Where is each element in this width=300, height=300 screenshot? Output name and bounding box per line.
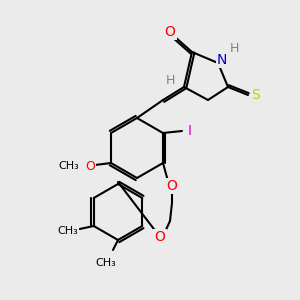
Text: S: S: [250, 88, 260, 102]
Text: CH₃: CH₃: [57, 226, 78, 236]
Text: H: H: [165, 74, 175, 88]
Text: H: H: [229, 43, 239, 56]
Text: CH₃: CH₃: [96, 258, 116, 268]
Text: N: N: [217, 53, 227, 67]
Text: O: O: [85, 160, 95, 172]
Text: CH₃: CH₃: [58, 161, 80, 171]
Text: O: O: [167, 179, 177, 193]
Text: I: I: [188, 124, 192, 138]
Text: O: O: [154, 230, 165, 244]
Text: O: O: [165, 25, 176, 39]
